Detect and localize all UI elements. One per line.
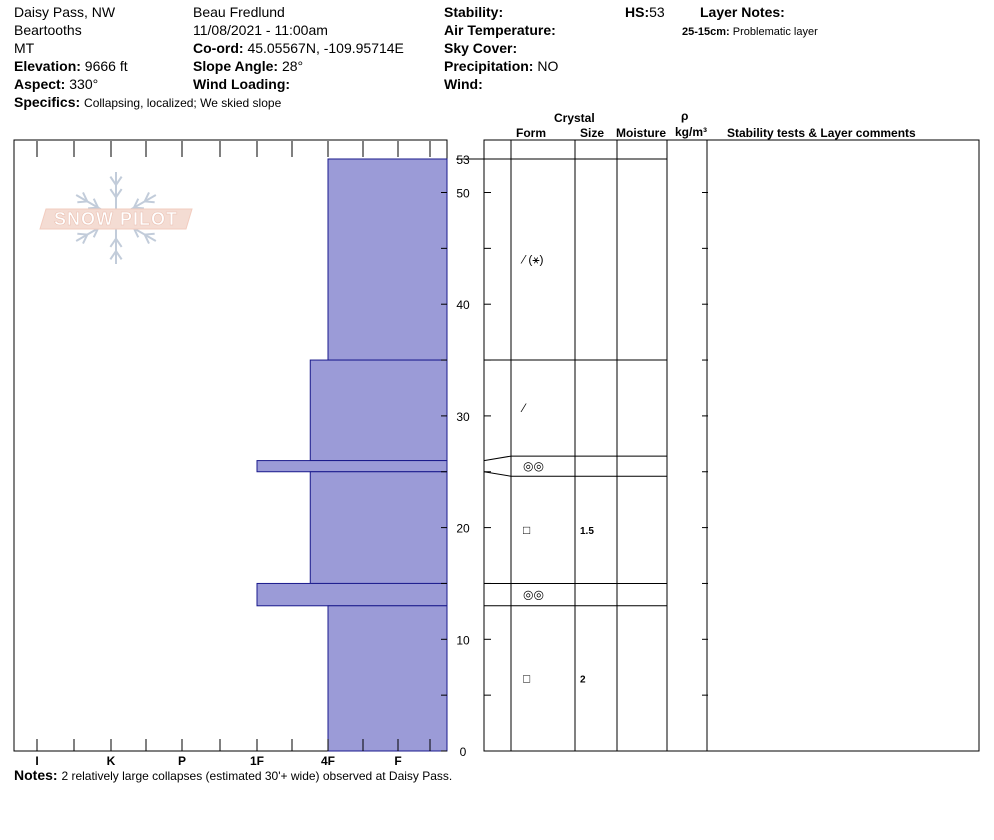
stability-comments-header: Stability tests & Layer comments bbox=[727, 126, 916, 140]
aspect-field: Aspect: 330° bbox=[14, 76, 98, 92]
wind-loading-label: Wind Loading: bbox=[193, 76, 291, 92]
depth-label-40: 40 bbox=[456, 298, 470, 312]
specifics-field: Specifics: Collapsing, localized; We ski… bbox=[14, 94, 281, 111]
precipitation-value: NO bbox=[537, 58, 559, 74]
hardness-bar-2 bbox=[256, 460, 448, 473]
aspect-label: Aspect: bbox=[14, 76, 66, 92]
depth-hoar-icon: ◎◎ bbox=[523, 588, 544, 602]
crystal-header: Crystal bbox=[554, 111, 595, 125]
crystal-size-5: 2 bbox=[580, 674, 586, 685]
state: MT bbox=[14, 40, 35, 56]
hs-field: HS:53 bbox=[625, 4, 665, 20]
hardness-bar-4 bbox=[256, 582, 448, 607]
snow-pilot-logo: SNOW PILOT bbox=[39, 172, 193, 264]
depth-label-10: 10 bbox=[456, 633, 470, 647]
moisture-header: Moisture bbox=[616, 126, 667, 140]
slope-label: Slope Angle: bbox=[193, 58, 279, 74]
precipitation-field: Precipitation: NO bbox=[444, 58, 558, 74]
layer-table: ⁄ (⚹) ⁄ ◎◎ □ 1.5 ◎◎ □ 2 bbox=[483, 140, 708, 751]
location-name: Daisy Pass, NW bbox=[14, 4, 116, 20]
elevation-label: Elevation: bbox=[14, 58, 81, 74]
hardness-axis-labels: I K P 1F 4F F bbox=[35, 754, 401, 768]
elevation-field: Elevation: 9666 ft bbox=[14, 58, 128, 74]
coord-field: Co-ord: 45.05567N, -109.95714E bbox=[193, 40, 404, 56]
precipitation-label: Precipitation: bbox=[444, 58, 534, 74]
coord-value: 45.05567N, -109.95714E bbox=[247, 40, 404, 56]
notes-label: Notes: bbox=[14, 767, 58, 783]
hs-label: HS: bbox=[625, 4, 650, 20]
mountain-range: Beartooths bbox=[14, 22, 82, 38]
hardness-bar-0 bbox=[327, 158, 448, 361]
layer-note: 25-15cm: Problematic layer bbox=[682, 24, 818, 40]
size-header: Size bbox=[580, 126, 605, 140]
layer-notes-label: Layer Notes: bbox=[700, 4, 785, 20]
hardness-bar-3 bbox=[309, 471, 448, 584]
hardness-top-ticks bbox=[36, 141, 431, 157]
density-unit-header: kg/m³ bbox=[675, 125, 708, 139]
layer-note-range: 25-15cm: bbox=[682, 26, 730, 38]
aspect-value: 330° bbox=[69, 76, 99, 92]
depth-label-top: 53 bbox=[456, 153, 470, 167]
hardness-bar-1 bbox=[309, 359, 448, 462]
slope-value: 28° bbox=[281, 58, 304, 74]
observer-name: Beau Fredlund bbox=[193, 4, 285, 20]
depth-label-20: 20 bbox=[456, 522, 470, 536]
sky-cover-label: Sky Cover: bbox=[444, 40, 518, 56]
observation-datetime: 11/08/2021 - 11:00am bbox=[193, 22, 328, 38]
layer-note-text: Problematic layer bbox=[732, 26, 818, 38]
notes-text: 2 relatively large collapses (estimated … bbox=[61, 769, 453, 783]
coord-label: Co-ord: bbox=[193, 40, 244, 56]
layer-table-frame bbox=[483, 139, 980, 752]
wind-label: Wind: bbox=[444, 76, 483, 92]
hardness-bars bbox=[256, 158, 448, 752]
faceted-crystals-icon: □ bbox=[523, 671, 530, 685]
depth-hoar-icon: ◎◎ bbox=[523, 459, 544, 473]
logo-text: SNOW PILOT bbox=[54, 209, 178, 229]
specifics-value: Collapsing, localized; We skied slope bbox=[84, 96, 282, 110]
hardness-label-P: P bbox=[178, 754, 186, 768]
precipitation-particles-icon: ⁄ (⚹) bbox=[520, 253, 544, 267]
crystal-size-3: 1.5 bbox=[580, 526, 594, 537]
air-temperature-label: Air Temperature: bbox=[444, 22, 556, 38]
slope-field: Slope Angle: 28° bbox=[193, 58, 303, 74]
hardness-label-F: F bbox=[394, 754, 401, 768]
faceted-crystals-icon: □ bbox=[523, 523, 530, 537]
hardness-label-1F: 1F bbox=[250, 754, 264, 768]
stability-label: Stability: bbox=[444, 4, 504, 20]
notes-field: Notes: 2 relatively large collapses (est… bbox=[14, 767, 452, 784]
depth-label-0: 0 bbox=[460, 745, 467, 759]
form-header: Form bbox=[516, 126, 546, 140]
elevation-value: 9666 ft bbox=[84, 58, 128, 74]
hs-value: 53 bbox=[649, 4, 665, 20]
hardness-bar-5 bbox=[327, 605, 448, 752]
depth-label-50: 50 bbox=[456, 187, 470, 201]
decomposing-particles-icon: ⁄ bbox=[520, 401, 527, 415]
hardness-label-I: I bbox=[35, 754, 38, 768]
hardness-label-4F: 4F bbox=[321, 754, 335, 768]
density-rho-header: ρ bbox=[681, 109, 689, 123]
depth-label-30: 30 bbox=[456, 410, 470, 424]
hardness-bottom-ticks bbox=[36, 739, 431, 751]
specifics-label: Specifics: bbox=[14, 94, 81, 110]
hardness-label-K: K bbox=[107, 754, 116, 768]
